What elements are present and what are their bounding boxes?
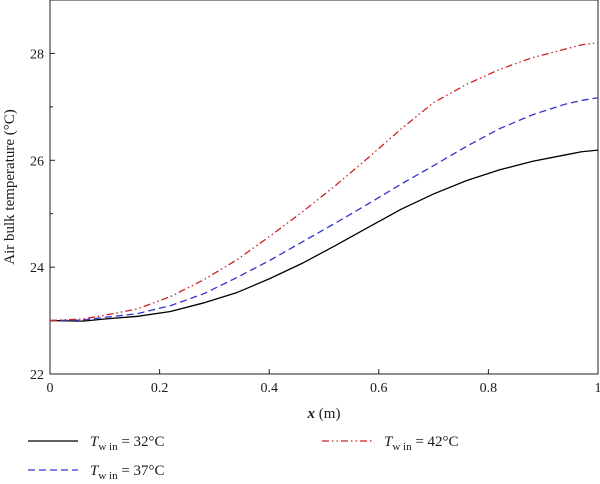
x-tick-label: 0.8 bbox=[480, 381, 498, 396]
legend-label-s32: Tw in = 32°C bbox=[90, 434, 165, 453]
plot-frame bbox=[49, 0, 599, 375]
legend: Tw in = 32°C Tw in = 37°C Tw in = 42°C bbox=[28, 434, 459, 482]
x-axis: 0 0.2 0.4 0.6 0.8 1 bbox=[47, 369, 600, 396]
y-axis: 22 24 26 28 bbox=[30, 47, 55, 383]
x-tick-label: 0.4 bbox=[260, 381, 278, 396]
legend-label-s37: Tw in = 37°C bbox=[90, 463, 165, 482]
series-line-s32 bbox=[49, 149, 599, 322]
y-tick-label: 28 bbox=[30, 47, 44, 62]
x-axis-label: x (m) bbox=[307, 406, 341, 422]
series-line-s37 bbox=[49, 97, 599, 322]
y-tick-label: 26 bbox=[30, 154, 44, 169]
y-tick-label: 24 bbox=[30, 261, 44, 276]
y-tick-label: 22 bbox=[30, 368, 44, 383]
legend-label-s42: Tw in = 42°C bbox=[384, 434, 459, 453]
x-tick-label: 0 bbox=[47, 381, 54, 396]
y-axis-label: Air bulk temperature (°C) bbox=[2, 109, 18, 265]
series-line-s42 bbox=[49, 42, 599, 322]
series-layer bbox=[49, 42, 599, 322]
x-tick-label: 1 bbox=[595, 381, 600, 396]
x-tick-label: 0.2 bbox=[151, 381, 169, 396]
x-tick-label: 0.6 bbox=[370, 381, 388, 396]
